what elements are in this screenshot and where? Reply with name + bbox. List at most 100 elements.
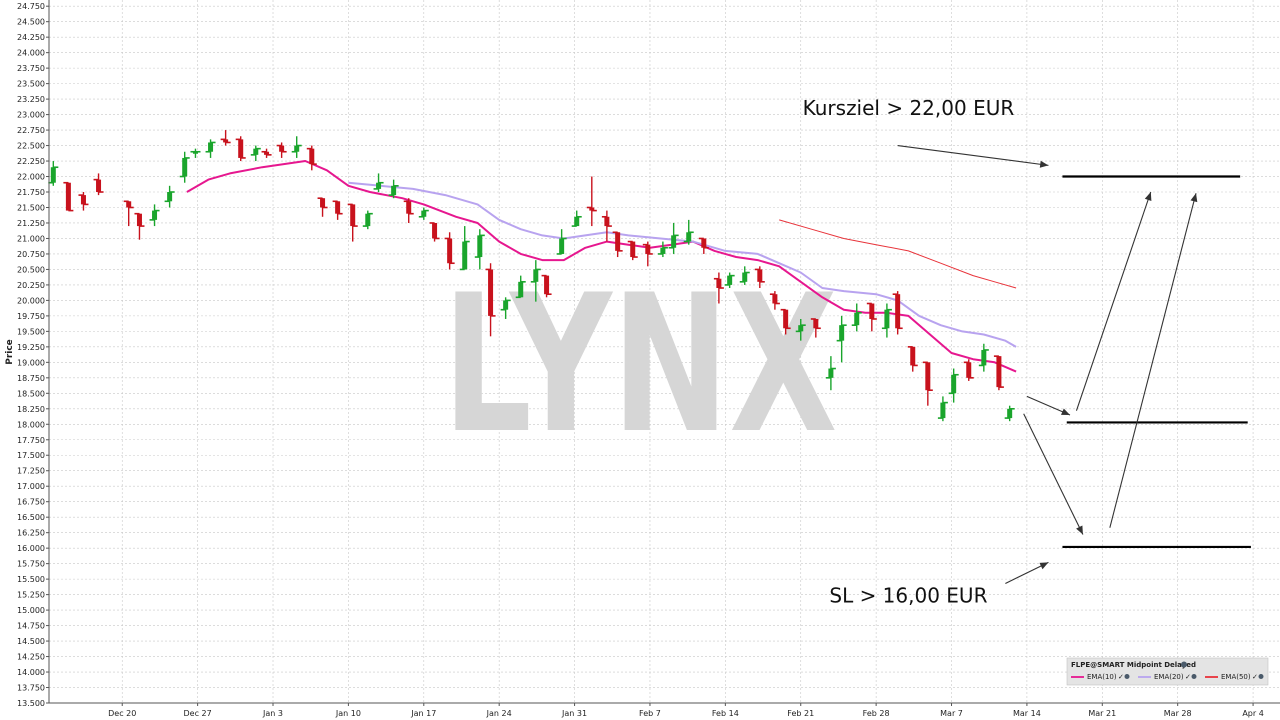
ohlc-bar — [612, 231, 623, 258]
ohlc-bar — [474, 229, 485, 270]
ohlc-bar — [780, 308, 791, 335]
y-tick-label: 19.250 — [17, 343, 45, 352]
y-tick-label: 21.250 — [17, 219, 45, 228]
ohlc-bar — [362, 210, 373, 230]
ohlc-bar — [683, 219, 694, 245]
ohlc-bar — [93, 173, 104, 196]
bar-body — [869, 303, 875, 319]
y-tick-label: 16.750 — [17, 498, 45, 507]
annotation-arrow — [1023, 413, 1084, 535]
arrow-head — [1061, 408, 1070, 415]
ohlc-bar — [922, 361, 933, 406]
bar-body — [757, 269, 763, 282]
ohlc-bar — [754, 266, 765, 289]
y-tick-label: 18.250 — [17, 405, 45, 414]
ohlc-bar — [123, 200, 134, 227]
ohlc-bar — [235, 136, 246, 162]
bar-body — [65, 182, 71, 211]
bar-body — [477, 235, 483, 258]
bar-body — [96, 179, 102, 193]
bar-body — [136, 213, 142, 227]
annotation-arrow — [1026, 395, 1071, 416]
bar-body — [503, 300, 509, 310]
legend-entry: EMA(10) — [1087, 673, 1117, 681]
ohlc-bar — [485, 263, 496, 337]
ohlc-bar — [642, 241, 653, 267]
bar-body — [798, 325, 804, 332]
y-tick-label: 21.000 — [17, 234, 45, 243]
bar-body — [910, 346, 916, 366]
bar-body — [574, 216, 580, 227]
arrow-shaft — [1109, 193, 1197, 528]
x-tick-label: Feb 21 — [787, 709, 814, 718]
bar-body — [686, 232, 692, 242]
ohlc-bar — [164, 185, 175, 208]
bar-body — [813, 318, 819, 329]
y-tick-label: 13.750 — [17, 684, 45, 693]
arrow-head — [1076, 525, 1083, 535]
bar-body — [630, 241, 636, 258]
y-tick-label: 24.250 — [17, 33, 45, 42]
y-tick-label: 15.000 — [17, 606, 45, 615]
bar-body — [192, 151, 198, 154]
ohlc-bar — [571, 210, 582, 227]
ohlc-bar — [134, 212, 145, 240]
annotation-arrow — [1075, 191, 1152, 411]
bar-body — [447, 238, 453, 264]
y-tick-label: 22.000 — [17, 173, 45, 182]
ohlc-bar — [515, 275, 526, 299]
bar-body — [238, 139, 244, 158]
y-tick-label: 20.500 — [17, 265, 45, 274]
x-tick-label: Dec 27 — [184, 709, 212, 718]
y-tick-label: 15.750 — [17, 560, 45, 569]
ohlc-bar — [1004, 405, 1015, 422]
x-tick-label: Feb 28 — [863, 709, 890, 718]
bar-body — [182, 157, 188, 177]
ohlc-bars — [48, 130, 1015, 422]
x-tick-label: Mar 7 — [940, 709, 963, 718]
y-tick-label: 20.000 — [17, 296, 45, 305]
arrow-shaft — [1023, 413, 1084, 535]
legend-box — [1066, 657, 1269, 686]
x-tick-label: Jan 31 — [561, 709, 587, 718]
y-tick-label: 14.500 — [17, 637, 45, 646]
legend-settings-icon — [1191, 674, 1197, 679]
ohlc-bar — [149, 204, 160, 227]
bar-body — [966, 362, 972, 378]
ohlc-bar — [459, 226, 470, 271]
x-tick-label: Jan 10 — [335, 709, 361, 718]
bar-body — [783, 309, 789, 329]
y-tick-label: 18.750 — [17, 374, 45, 383]
legend-entry: EMA(20) — [1154, 673, 1184, 681]
y-tick-label: 16.500 — [17, 513, 45, 522]
y-axis-label: Price — [5, 339, 15, 365]
y-tick-label: 14.000 — [17, 668, 45, 677]
arrow-shaft — [897, 145, 1049, 166]
annotation-arrows — [897, 145, 1198, 584]
legend-check-icon: ✓ — [1185, 673, 1191, 681]
annotation-text: Kursziel > 22,00 EUR — [803, 96, 1015, 120]
ohlc-bar — [836, 315, 847, 363]
legend-settings-icon — [1124, 674, 1130, 679]
y-tick-label: 15.500 — [17, 575, 45, 584]
y-tick-label: 23.250 — [17, 95, 45, 104]
y-tick-label: 22.250 — [17, 157, 45, 166]
x-tick-label: Feb 14 — [712, 709, 739, 718]
y-tick-label: 23.500 — [17, 80, 45, 89]
x-tick-label: Apr 4 — [1242, 709, 1263, 718]
ohlc-bar — [444, 232, 455, 270]
annotations: Kursziel > 22,00 EUR SL > 16,00 EUR — [803, 96, 1015, 607]
bar-body — [335, 201, 341, 214]
ohlc-bar — [795, 318, 806, 341]
bar-body — [391, 185, 397, 196]
x-axis: Dec 20 Dec 27 Jan 3 Jan 10 Jan 17 Jan 24 Jan 3… — [108, 703, 1264, 718]
y-tick-label: 19.500 — [17, 327, 45, 336]
bar-body — [533, 269, 539, 282]
bar-body — [320, 198, 326, 208]
bar-body — [701, 238, 707, 248]
bar-body — [350, 204, 356, 227]
x-tick-label: Jan 17 — [410, 709, 436, 718]
bar-body — [660, 247, 666, 254]
ohlc-bar — [668, 222, 679, 254]
bar-body — [365, 213, 371, 227]
